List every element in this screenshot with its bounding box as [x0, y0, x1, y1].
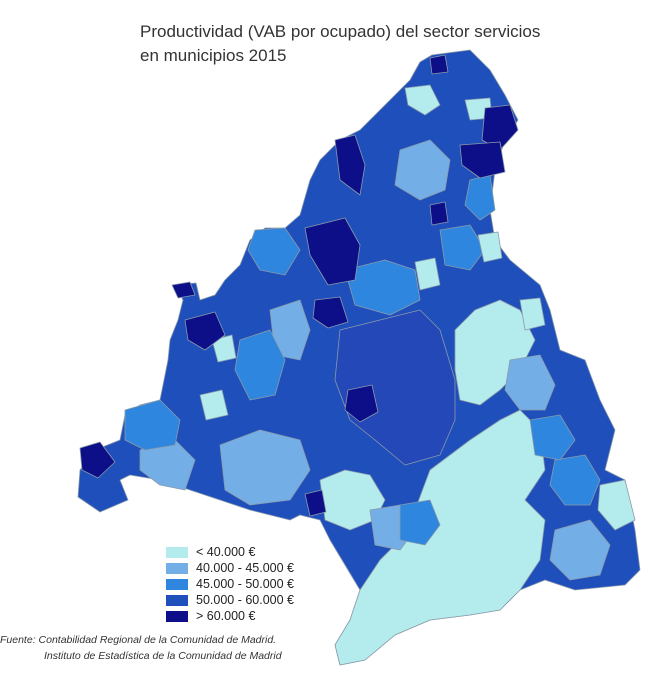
- region-east-mid: [504, 354, 556, 411]
- legend-label-1: < 40.000 €: [196, 545, 256, 559]
- region-far-west-navy: [79, 441, 116, 479]
- legend-item-2: 40.000 - 45.000 €: [166, 560, 294, 576]
- region-south-navy: [304, 489, 327, 517]
- region-central-navy: [344, 384, 379, 423]
- region-center-navy: [312, 296, 349, 329]
- region-northwest-bright: [247, 227, 301, 276]
- region-east-navy: [429, 201, 449, 226]
- legend-swatch-1: [166, 546, 188, 558]
- region-center-bright: [344, 259, 421, 316]
- region-center-low: [414, 257, 441, 291]
- region-north-bright: [439, 224, 486, 271]
- legend-label-4: 50.000 - 60.000 €: [196, 593, 294, 607]
- legend-swatch-4: [166, 594, 188, 606]
- legend-swatch-3: [166, 578, 188, 590]
- region-top-navy: [429, 54, 449, 75]
- legend-item-3: 45.000 - 50.000 €: [166, 576, 294, 592]
- region-southeast-mid: [549, 519, 611, 581]
- region-north-mid: [394, 139, 451, 201]
- region-north-low-3: [477, 231, 503, 263]
- legend-item-1: < 40.000 €: [166, 544, 294, 560]
- legend-item-5: > 60.000 €: [166, 608, 294, 624]
- region-far-east-low: [597, 479, 636, 531]
- region-west-navy-2: [184, 311, 226, 351]
- legend-label-3: 45.000 - 50.000 €: [196, 577, 294, 591]
- region-east-low-2: [519, 297, 546, 331]
- legend-swatch-5: [166, 610, 188, 622]
- title-line-2: en municipios 2015: [140, 46, 287, 65]
- title-line-1: Productividad (VAB por ocupado) del sect…: [140, 22, 541, 41]
- map-title: Productividad (VAB por ocupado) del sect…: [140, 20, 600, 68]
- region-center-west-bright: [234, 329, 286, 401]
- region-southwest-mid: [219, 429, 311, 506]
- source-line-1: Fuente: Contabilidad Regional de la Comu…: [0, 634, 277, 646]
- region-north-center-navy: [304, 217, 361, 286]
- region-west-bright: [124, 399, 181, 451]
- region-west-navy-1: [171, 281, 196, 299]
- legend-label-2: 40.000 - 45.000 €: [196, 561, 294, 575]
- region-east-center-bright: [529, 414, 576, 461]
- region-south-bright: [399, 499, 441, 546]
- map-legend: < 40.000 € 40.000 - 45.000 € 45.000 - 50…: [166, 544, 294, 624]
- region-west-low-1: [211, 334, 237, 363]
- region-northeast-navy-1: [481, 104, 519, 151]
- source-note: Fuente: Contabilidad Regional de la Comu…: [0, 632, 282, 664]
- region-west-low-2: [199, 389, 229, 421]
- legend-swatch-2: [166, 562, 188, 574]
- municipality-madrid-area: [334, 309, 456, 466]
- source-line-2: Instituto de Estadística de la Comunidad…: [44, 650, 282, 662]
- legend-item-4: 50.000 - 60.000 €: [166, 592, 294, 608]
- region-northeast-navy-2: [459, 141, 506, 179]
- region-north-navy: [334, 134, 366, 196]
- legend-label-5: > 60.000 €: [196, 609, 256, 623]
- region-north-low-1: [404, 84, 441, 116]
- region-east-bright: [549, 454, 601, 506]
